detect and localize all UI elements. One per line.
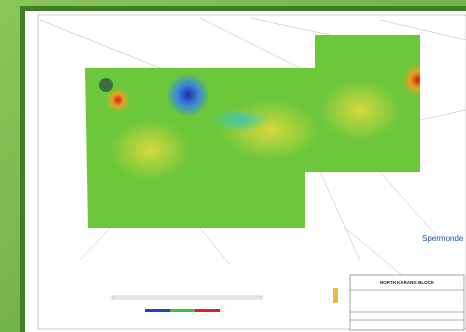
title-block	[349, 274, 465, 331]
title-block-title: NORTH KARANG BLOCK	[380, 280, 435, 285]
scale-bar	[111, 295, 263, 312]
map-label: Spermonde	[422, 234, 464, 243]
sheet-border	[37, 14, 466, 330]
north-arrow	[333, 288, 338, 303]
